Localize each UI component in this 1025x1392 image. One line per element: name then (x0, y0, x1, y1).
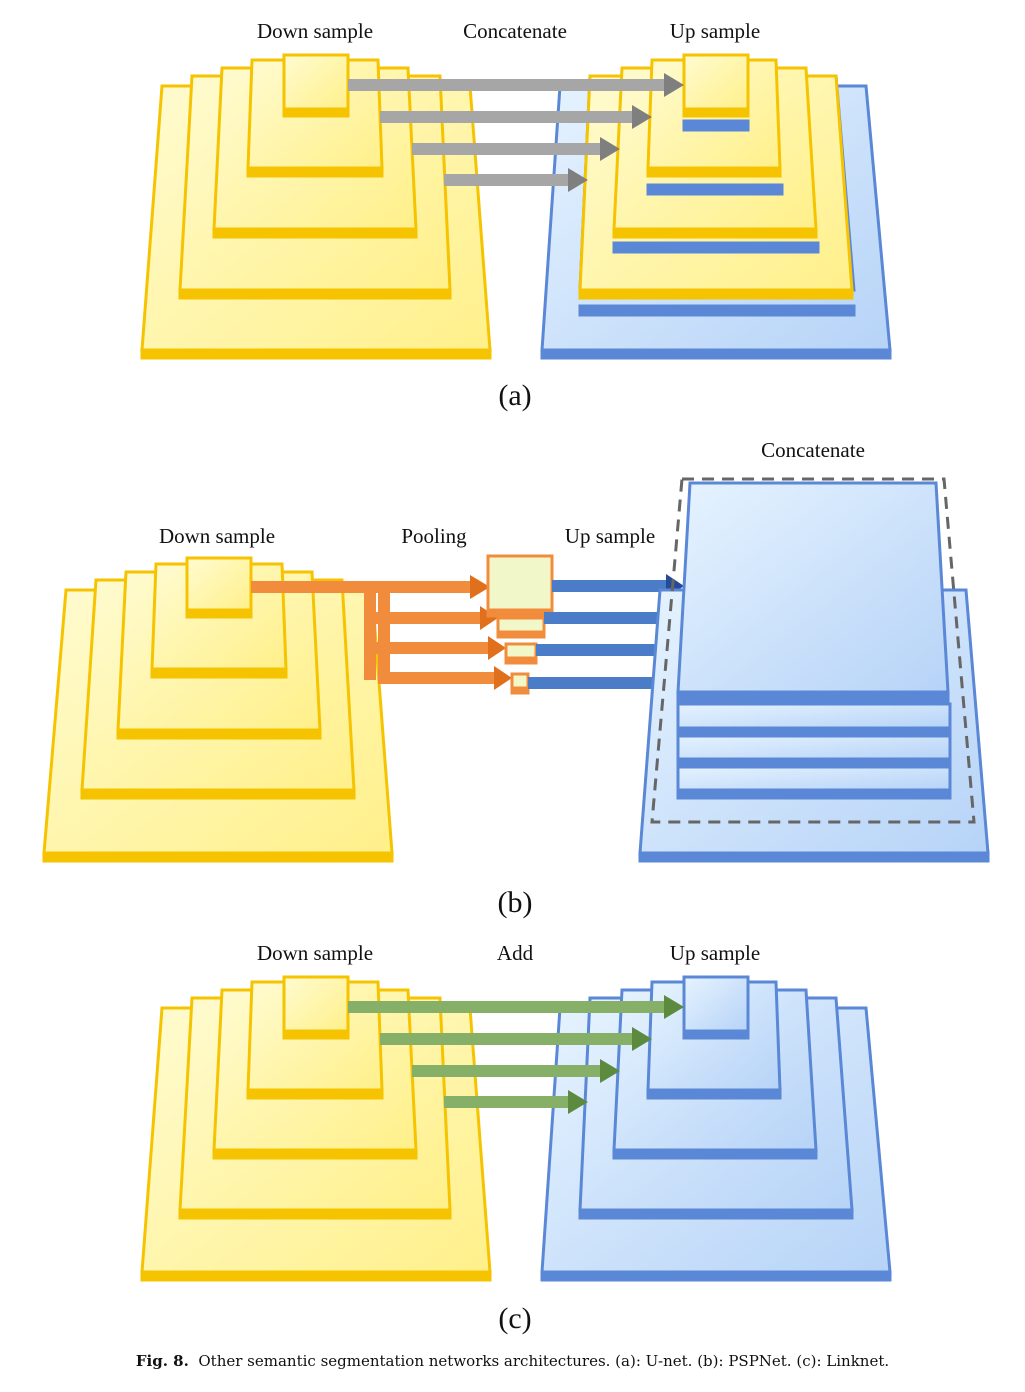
pooling-arrow (251, 575, 490, 599)
down-sample-label: Down sample (257, 19, 373, 43)
pooling-label: Pooling (401, 524, 467, 548)
decoder-pyramid (540, 53, 892, 360)
concatenate-label: Concatenate (463, 19, 567, 43)
encoder-pyramid (140, 53, 492, 360)
pooling-branch (364, 590, 376, 680)
add-label: Add (497, 941, 534, 965)
encoder-level (282, 975, 350, 1040)
encoder-level (185, 556, 253, 619)
skip-arrow (348, 73, 684, 97)
skip-arrow (380, 105, 652, 129)
decoder-level (682, 119, 750, 132)
skip-arrow (412, 137, 620, 161)
skip-arrow (444, 168, 588, 192)
figure-caption: Fig. 8. Other semantic segmentation netw… (0, 1352, 1025, 1370)
pooled-map (510, 672, 530, 695)
pooled-map (504, 642, 538, 665)
panel-b: Down sample Pooling Up sample Concatenat… (42, 438, 990, 919)
upsample-arrows (528, 574, 684, 695)
panel-c-label: (c) (498, 1302, 531, 1335)
encoder-pyramid (140, 975, 492, 1282)
decoder-level (682, 975, 750, 1040)
decoder-level (612, 241, 820, 254)
upsampled-layer (676, 764, 952, 800)
panel-c: Down sample Add Up sample (c) (140, 941, 892, 1335)
pooled-map (486, 554, 554, 618)
pooling-arrow (378, 666, 512, 690)
down-sample-label: Down sample (159, 524, 275, 548)
architecture-figure: Down sample Concatenate Up sample (42, 19, 990, 1335)
panel-a: Down sample Concatenate Up sample (140, 19, 892, 412)
pooling-arrows (251, 575, 512, 690)
add-arrow (412, 1059, 620, 1083)
down-sample-label: Down sample (257, 941, 373, 965)
panel-b-label: (b) (498, 886, 533, 919)
concatenated-stack (638, 481, 990, 863)
add-arrows (348, 995, 684, 1114)
panel-a-label: (a) (498, 379, 531, 412)
pooled-map (496, 616, 546, 639)
pooling-branch (378, 590, 390, 680)
figure-number: Fig. 8. (135, 1352, 189, 1370)
decoder-pyramid (540, 975, 892, 1282)
concatenate-boundary (650, 477, 976, 824)
encoder-pyramid (42, 556, 394, 863)
upsampled-layer (676, 702, 952, 738)
pooling-arrow (364, 636, 506, 660)
add-arrow (444, 1090, 588, 1114)
add-arrow (380, 1027, 652, 1051)
copied-feature (682, 53, 750, 118)
skip-arrows (348, 73, 684, 192)
add-arrow (348, 995, 684, 1019)
up-sample-label: Up sample (670, 19, 760, 43)
concatenate-label: Concatenate (761, 438, 865, 462)
caption-text: Other semantic segmentation networks arc… (198, 1352, 890, 1370)
up-sample-label: Up sample (670, 941, 760, 965)
upsampled-layer (676, 733, 952, 769)
up-sample-label: Up sample (565, 524, 655, 548)
encoder-level (282, 53, 350, 118)
pooled-maps (486, 554, 554, 695)
decoder-level (646, 183, 784, 196)
upsampled-layer (676, 481, 950, 703)
pooling-arrow (364, 606, 498, 630)
